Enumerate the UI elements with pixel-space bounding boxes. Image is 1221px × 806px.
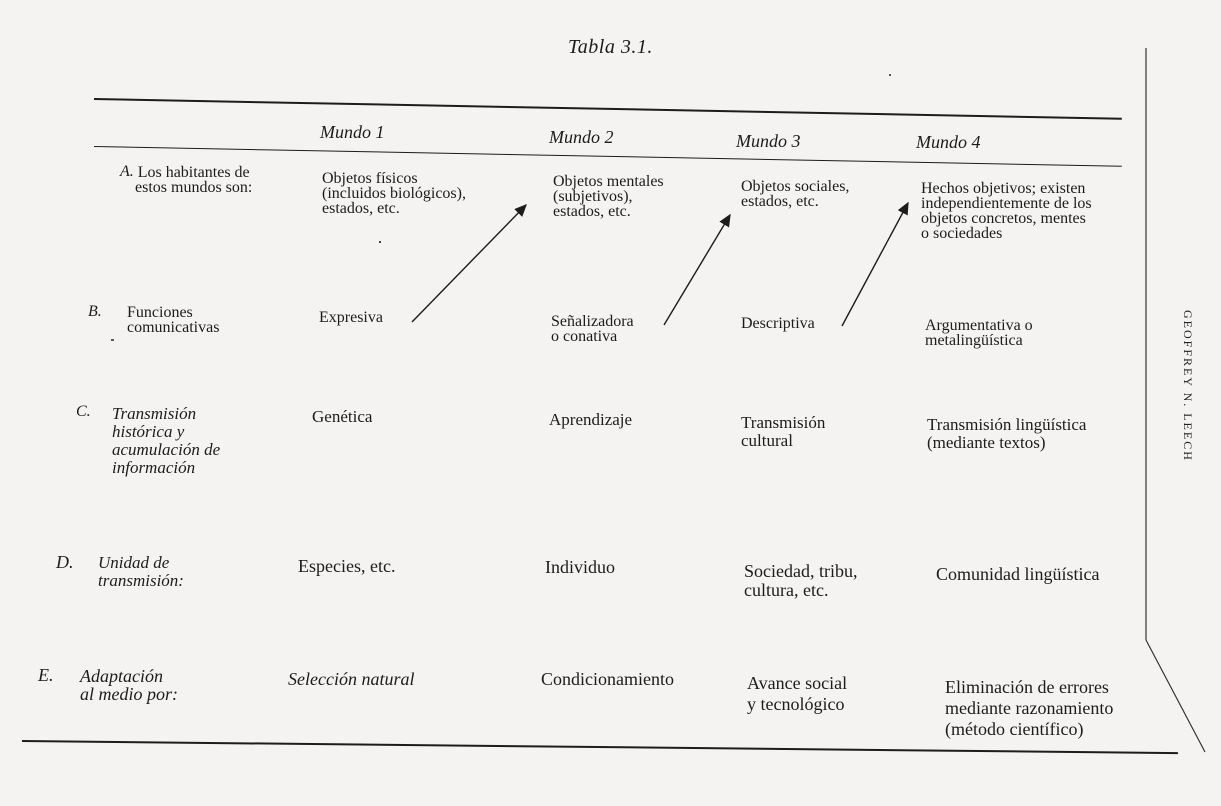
row-c-letter: C.: [76, 403, 91, 420]
row-d-label: Unidad de transmisión:: [98, 553, 184, 590]
row-d-letter: D.: [56, 552, 74, 572]
row-b-mundo-3: Descriptiva: [741, 315, 815, 332]
row-c-label: Transmisión histórica y acumulación de i…: [112, 404, 221, 477]
row-a-mundo-4: Hechos objetivos; existen independientem…: [921, 180, 1092, 242]
row-c-mundo-2: Aprendizaje: [549, 410, 633, 429]
row-d-mundo-3: Sociedad, tribu, cultura, etc.: [744, 561, 858, 600]
row-b-mundo-2: Señalizadora o conativa: [551, 313, 634, 345]
scan-dot: [379, 241, 381, 243]
arrow-expresiva: [411, 203, 527, 323]
row-a-mundo-1: Objetos físicos (incluidos biológicos), …: [322, 170, 466, 217]
row-e-label: Adaptación al medio por:: [80, 666, 178, 704]
header-mundo-4: Mundo 4: [916, 132, 981, 152]
header-mundo-2: Mundo 2: [549, 127, 614, 147]
row-d-mundo-2: Individuo: [545, 557, 615, 577]
scan-dot: [889, 74, 891, 76]
row-e-mundo-1: Selección natural: [288, 669, 415, 689]
row-e-mundo-2: Condicionamiento: [541, 669, 674, 689]
row-c-mundo-3: Transmisión cultural: [741, 413, 826, 450]
row-b-mundo-1: Expresiva: [319, 309, 383, 326]
row-a-mundo-3: Objetos sociales, estados, etc.: [741, 178, 850, 210]
table-caption: Tabla 3.1.: [568, 36, 653, 58]
scan-dot: [111, 339, 114, 341]
row-e-mundo-4: Eliminación de errores mediante razonami…: [945, 677, 1114, 739]
row-a-letter: A.: [120, 163, 134, 180]
row-e-mundo-3: Avance social y tecnológico: [747, 673, 848, 714]
side-running-header: GEOFFREY N. LEECH: [1181, 310, 1195, 462]
row-c-mundo-1: Genética: [312, 407, 373, 426]
row-d-mundo-4: Comunidad lingüística: [936, 564, 1100, 584]
header-mundo-3: Mundo 3: [736, 131, 801, 151]
row-a-label: Los habitantes de estos mundos son:: [135, 164, 253, 196]
arrow-descriptiva: [841, 201, 909, 327]
row-b-letter: B.: [88, 303, 102, 320]
row-e-letter: E.: [38, 665, 54, 685]
row-a-mundo-2: Objetos mentales (subjetivos), estados, …: [553, 173, 664, 220]
header-mundo-1: Mundo 1: [320, 122, 385, 142]
row-c-mundo-4: Transmisión lingüística (mediante textos…: [927, 415, 1087, 452]
row-d-mundo-1: Especies, etc.: [298, 556, 396, 576]
row-b-label: Funciones comunicativas: [127, 304, 220, 336]
arrow-senalizadora: [663, 213, 731, 326]
row-b-mundo-4: Argumentativa o metalingüística: [925, 317, 1033, 349]
page-edge-diagonal: [1145, 639, 1206, 753]
